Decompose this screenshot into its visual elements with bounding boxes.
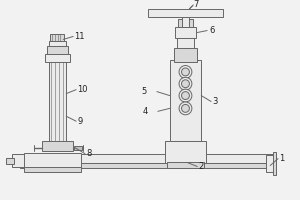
Bar [266,155,276,172]
Bar [42,141,73,151]
Bar [182,13,189,27]
Text: 5: 5 [142,87,147,96]
Text: 8: 8 [86,149,91,158]
Circle shape [179,66,192,78]
Bar [12,154,32,167]
Bar [49,62,66,143]
Bar [74,146,82,150]
Circle shape [182,80,189,88]
Bar [20,163,274,168]
Bar [45,54,70,62]
Circle shape [179,89,192,102]
Bar [6,158,14,164]
Circle shape [182,68,189,76]
Circle shape [179,102,192,115]
Bar [46,46,68,54]
Bar [24,153,81,168]
Text: 3: 3 [212,97,218,106]
Bar [175,27,196,38]
Text: 6: 6 [209,26,214,35]
Circle shape [182,104,189,112]
Text: 9: 9 [77,117,82,126]
Text: 7: 7 [193,0,199,9]
Text: 10: 10 [77,85,88,94]
Circle shape [179,77,192,90]
Text: 2: 2 [198,162,203,171]
Bar [174,48,197,62]
Bar [167,162,204,168]
Bar [177,38,194,48]
Circle shape [182,92,189,100]
Text: 11: 11 [74,32,85,41]
Bar [165,141,206,163]
Bar [24,167,81,172]
Bar [50,34,64,41]
Bar [178,19,193,27]
Text: 4: 4 [143,107,148,116]
Text: 1: 1 [279,154,284,163]
Bar [20,154,274,163]
Bar [273,152,276,175]
Bar [49,41,66,46]
Bar [170,60,201,141]
Bar [148,9,223,17]
